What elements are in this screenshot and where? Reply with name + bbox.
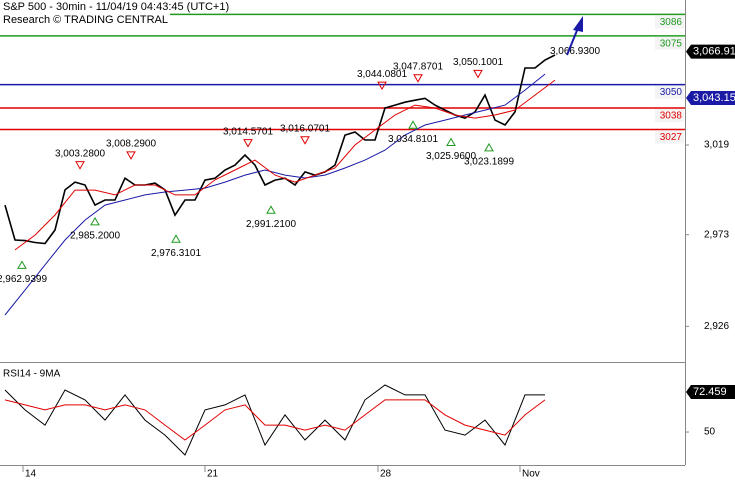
target-arrow — [566, 27, 579, 56]
pivot-label: 3,034.8101 — [388, 134, 438, 145]
level-label-bg — [655, 36, 684, 50]
series-line — [4, 399, 546, 441]
pivot-low-marker — [408, 120, 418, 129]
price-box-label: 3,066.91 — [693, 46, 735, 58]
pivot-label: 3,014.5701 — [223, 126, 273, 137]
target-label: 3,066.9300 — [550, 46, 600, 57]
level-label: 3075 — [660, 39, 683, 50]
price-box-label: 72.459 — [693, 386, 727, 398]
pivot-label: 2,991.2100 — [246, 219, 296, 230]
x-tick-label: Nov — [522, 469, 540, 480]
level-label-bg — [655, 15, 684, 29]
pivot-high-marker — [243, 139, 253, 148]
pivot-label: 2,985.2000 — [70, 231, 120, 242]
pivot-low-marker — [484, 142, 494, 152]
pivot-high-marker — [377, 81, 387, 91]
y-tick-label: 50 — [704, 427, 716, 438]
price-box-label: 3,043.15 — [693, 92, 735, 104]
price-box — [686, 44, 735, 59]
pivot-label: 3,016.0701 — [280, 123, 330, 134]
pivot-label: 3,047.8701 — [393, 61, 443, 72]
header-bg — [0, 0, 170, 26]
y-tick-label: 2,926 — [704, 321, 729, 332]
pivot-high-marker — [300, 136, 310, 145]
price-box — [686, 90, 735, 105]
pivot-label: 3,008.2900 — [106, 139, 156, 150]
level-label-bg — [655, 130, 684, 144]
level-label: 3086 — [660, 17, 683, 28]
series-line — [4, 73, 546, 316]
series-line — [14, 79, 556, 251]
level-label-bg — [655, 109, 684, 123]
pivot-low-marker — [90, 216, 100, 226]
pivot-label: 2,976.3101 — [151, 248, 201, 259]
x-tick-label: 28 — [380, 469, 392, 480]
pivot-label: 2,962.9399 — [0, 274, 47, 285]
panel-title: RSI14 - 9MA — [3, 369, 61, 380]
x-tick-label: 21 — [207, 469, 219, 480]
x-tick-label: 14 — [25, 469, 37, 480]
pivot-low-marker — [446, 137, 456, 146]
level-label: 3038 — [660, 111, 683, 122]
series-line — [4, 54, 556, 245]
level-label: 3027 — [660, 132, 683, 143]
pivot-high-marker — [413, 74, 423, 83]
pivot-label: 3,003.2800 — [55, 148, 105, 159]
header-source: Research © TRADING CENTRAL — [3, 14, 168, 26]
pivot-low-marker — [171, 234, 181, 243]
y-tick-label: 2,973 — [704, 229, 729, 240]
pivot-label: 3,025.9600 — [426, 151, 476, 162]
pivot-low-marker — [17, 260, 27, 269]
pivot-high-marker — [75, 161, 85, 170]
pivot-high-marker — [126, 151, 136, 160]
pivot-high-marker — [473, 69, 483, 79]
pivot-low-marker — [266, 205, 276, 214]
target-arrow-head — [573, 16, 583, 32]
level-label: 3050 — [660, 87, 683, 98]
pivot-label: 3,023.1899 — [464, 157, 514, 168]
pivot-label: 3,050.1001 — [453, 57, 503, 68]
level-label-bg — [655, 85, 684, 99]
pivot-label: 3,044.0801 — [357, 69, 407, 80]
price-box — [686, 384, 735, 399]
header-title: S&P 500 - 30min - 11/04/19 04:43:45 (UTC… — [3, 1, 229, 13]
y-tick-label: 3,019 — [704, 140, 729, 151]
series-line — [4, 384, 545, 456]
